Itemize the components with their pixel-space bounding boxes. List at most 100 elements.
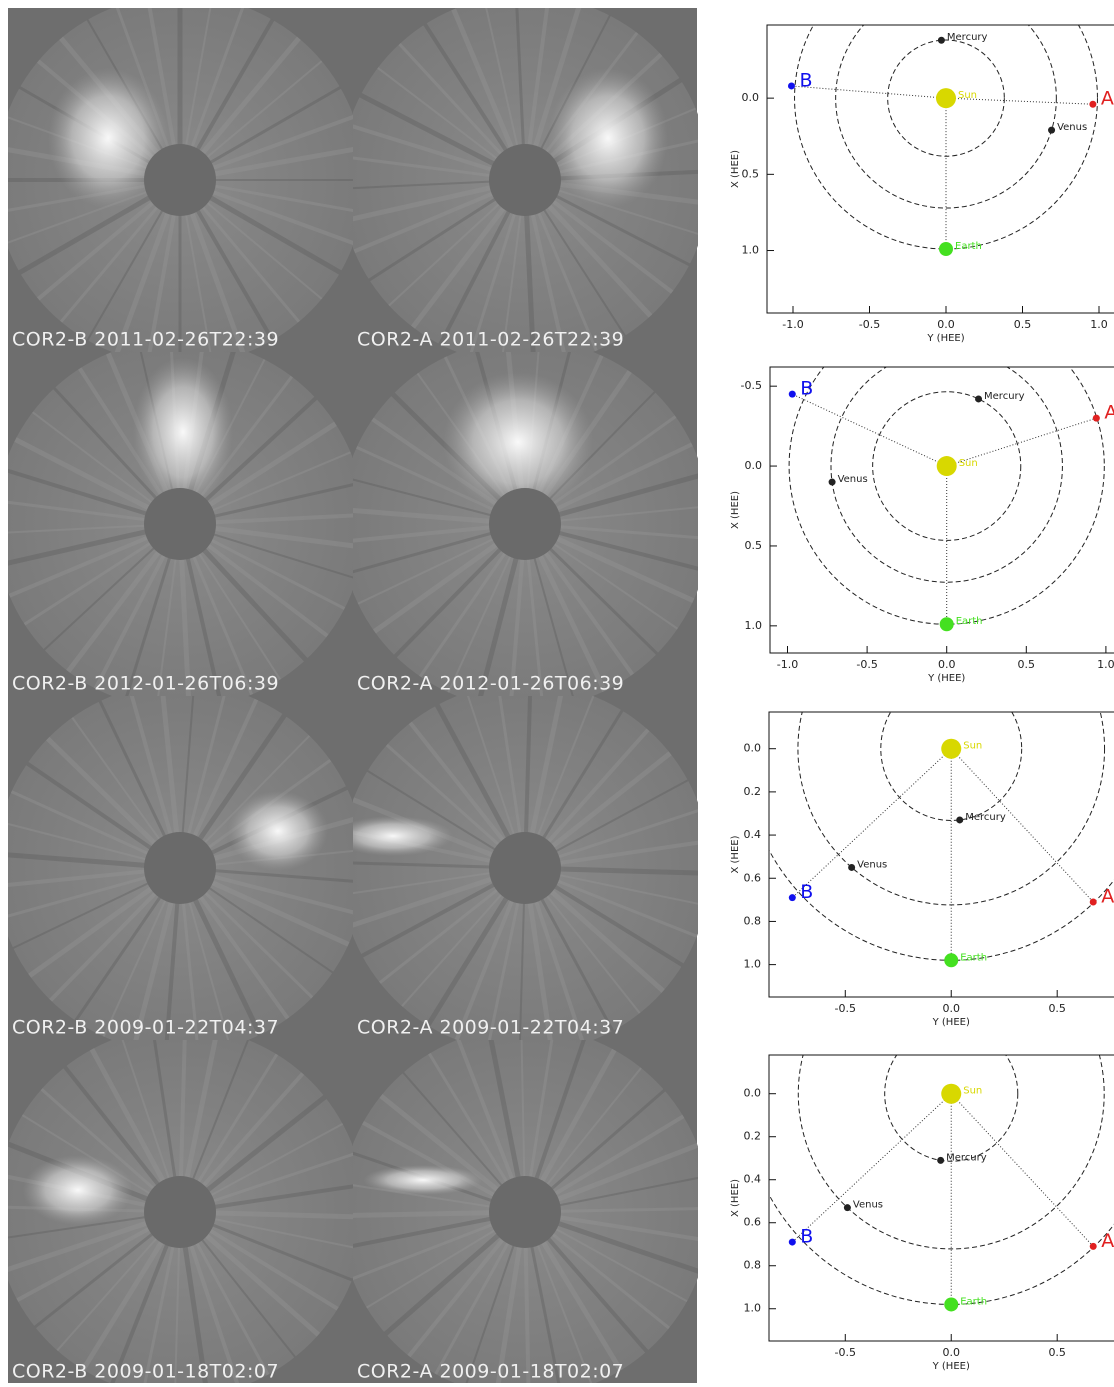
body-label: Venus: [857, 859, 887, 870]
streamer: [353, 525, 491, 543]
y-tick-label: 0.2: [744, 1130, 762, 1143]
streamer: [129, 696, 173, 835]
streamer: [558, 530, 698, 571]
x-tick-label: 0.0: [942, 1002, 960, 1015]
streamer: [528, 1040, 554, 1178]
streamer: [540, 898, 615, 1032]
streamer: [402, 1072, 503, 1187]
x-tick-label: 1.0: [1090, 318, 1108, 331]
streamer: [466, 696, 515, 836]
streamer: [550, 751, 672, 849]
streamer: [185, 557, 222, 696]
streamer: [367, 770, 496, 851]
streamer: [378, 888, 499, 984]
cme: [133, 357, 233, 507]
streamer: [388, 203, 500, 307]
streamer: [410, 206, 506, 329]
y-tick-label: 0.4: [744, 1173, 762, 1186]
streamer: [555, 779, 689, 853]
body-marker: [1089, 100, 1097, 108]
body-marker: [788, 390, 796, 398]
image-label: COR2-B 2009-01-22T04:37: [12, 1017, 279, 1039]
body-label: Mercury: [984, 391, 1025, 402]
streamer: [210, 1123, 344, 1197]
streamer: [212, 190, 353, 246]
streamer: [208, 886, 334, 974]
streamer: [357, 538, 494, 605]
streamer: [214, 184, 353, 213]
streamer: [16, 1226, 151, 1302]
streamer: [8, 529, 147, 566]
cme: [548, 68, 668, 208]
streamer: [353, 508, 491, 524]
streamer: [356, 445, 494, 511]
streamer: [359, 92, 496, 167]
image-content: [353, 8, 698, 352]
image-content: [8, 8, 353, 352]
streamer: [557, 809, 698, 859]
streamer: [559, 1176, 698, 1207]
body-marker: [787, 82, 795, 90]
streamer: [203, 735, 311, 844]
y-tick-label: 1.0: [744, 958, 762, 971]
orbit: [769, 1193, 1114, 1305]
body-marker: [1089, 1242, 1097, 1250]
streamer: [214, 146, 353, 177]
streamer: [533, 8, 582, 148]
streamer: [485, 8, 519, 147]
coronagraph-image: [353, 8, 698, 352]
streamer: [209, 86, 341, 164]
streamer: [214, 525, 353, 549]
streamer: [526, 558, 544, 696]
x-tick-label: -1.0: [782, 318, 803, 331]
body-label: Venus: [853, 1200, 883, 1211]
coronagraph-image: [353, 1040, 698, 1384]
x-tick-label: -0.5: [835, 1346, 856, 1359]
x-tick-label: 0.5: [1014, 318, 1032, 331]
streamer: [201, 205, 301, 323]
streamer: [353, 180, 491, 190]
body-label: Sun: [963, 1086, 982, 1097]
occulter: [144, 488, 216, 560]
streamer: [190, 8, 245, 148]
streamer: [536, 1244, 593, 1384]
coronagraph-image: [8, 696, 353, 1040]
streamer: [353, 156, 491, 178]
streamer: [557, 1220, 698, 1274]
streamer: [56, 1237, 158, 1352]
streamer: [353, 1216, 492, 1248]
body-marker: [941, 1083, 962, 1104]
streamer: [423, 23, 508, 152]
body-label: Earth: [960, 952, 987, 963]
streamer: [451, 8, 514, 149]
streamer: [488, 1040, 521, 1179]
streamer: [465, 1244, 515, 1384]
streamer: [157, 558, 177, 696]
streamer: [527, 902, 553, 1040]
y-tick-label: 0.6: [744, 871, 762, 884]
streamer: [185, 8, 212, 146]
streamer: [546, 204, 653, 318]
y-tick-label: 1.0: [744, 1302, 762, 1315]
orbit: [769, 848, 1114, 961]
streamer: [550, 1089, 666, 1191]
y-axis-label: X (HEE): [730, 150, 741, 188]
body-marker: [941, 738, 962, 759]
streamer: [214, 1218, 353, 1249]
streamer: [182, 1246, 209, 1384]
streamer: [407, 1237, 505, 1358]
plot-frame: [768, 711, 1114, 998]
streamer: [74, 896, 162, 1022]
streamer: [384, 1233, 501, 1336]
sight-line: [946, 417, 1097, 467]
streamer: [26, 761, 153, 850]
streamer: [524, 214, 536, 352]
streamer: [189, 212, 246, 352]
sight-line: [792, 393, 947, 467]
streamer: [353, 1210, 491, 1218]
body-label: Mercury: [947, 32, 988, 43]
streamer: [71, 717, 161, 841]
streamer: [203, 891, 314, 999]
body-label: A: [1104, 402, 1114, 424]
streamer: [529, 696, 564, 835]
